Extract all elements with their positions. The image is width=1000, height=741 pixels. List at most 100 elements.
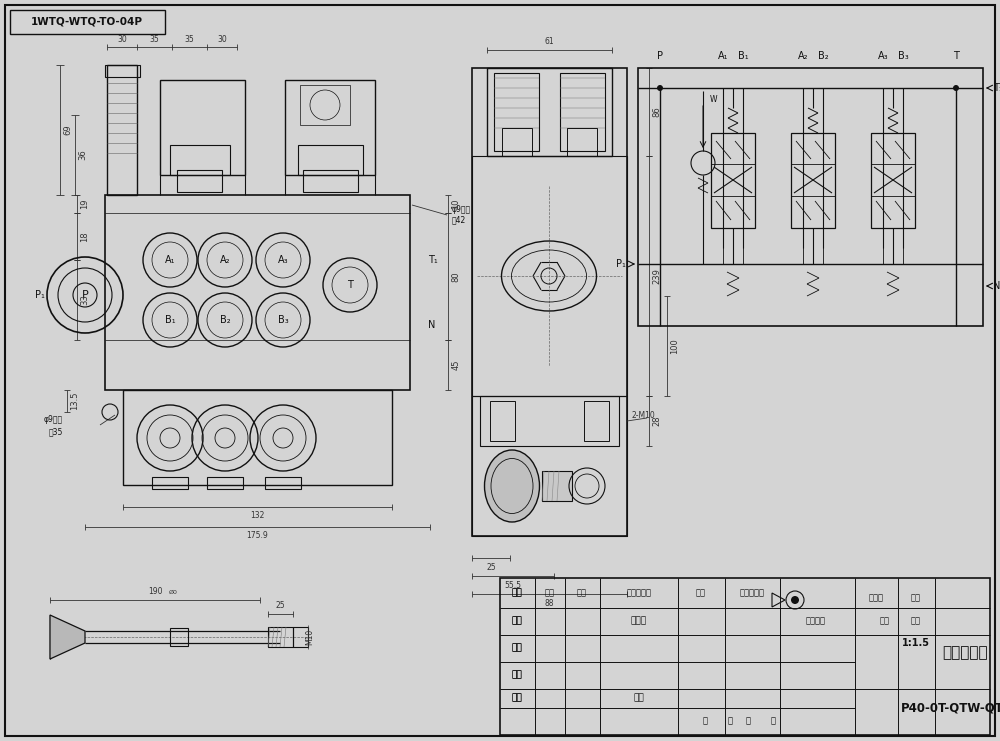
Text: P40-0T-QTW-QTW1: P40-0T-QTW-QTW1 — [901, 702, 1000, 714]
Text: 批准: 批准 — [634, 694, 644, 702]
Text: 比例: 比例 — [911, 617, 921, 625]
Text: 设计: 设计 — [512, 617, 522, 625]
Bar — [490, 401, 515, 441]
Text: 审核: 审核 — [512, 671, 522, 679]
Text: A₁: A₁ — [718, 51, 728, 61]
Text: B₁: B₁ — [738, 51, 748, 61]
Text: T: T — [953, 51, 959, 61]
Text: 239: 239 — [652, 268, 662, 284]
Text: B₂: B₂ — [818, 51, 828, 61]
Text: 共: 共 — [702, 717, 708, 725]
Text: 1:1.5: 1:1.5 — [902, 638, 930, 648]
Text: 19: 19 — [80, 199, 90, 209]
Bar — [502, 128, 532, 156]
Text: 61: 61 — [545, 38, 554, 47]
Text: 更改文件号: 更改文件号 — [626, 588, 652, 597]
Text: 标记: 标记 — [512, 588, 522, 597]
Text: A₁: A₁ — [165, 255, 175, 265]
Text: T₁: T₁ — [428, 255, 438, 265]
Text: 69: 69 — [64, 124, 72, 136]
Text: 35: 35 — [185, 36, 194, 44]
Text: 33: 33 — [80, 295, 90, 305]
Text: N: N — [993, 281, 1000, 291]
Text: 132: 132 — [250, 511, 265, 520]
Text: 28: 28 — [652, 416, 662, 426]
Bar — [105, 65, 140, 77]
Bar — [935, 578, 990, 735]
Text: 工艺: 工艺 — [512, 694, 522, 702]
Text: 第: 第 — [746, 717, 750, 725]
Bar — [293, 627, 308, 647]
Bar — [638, 68, 983, 326]
Text: φ9通孔: φ9通孔 — [44, 416, 63, 425]
Text: B₃: B₃ — [278, 315, 288, 325]
Text: 设计: 设计 — [512, 617, 522, 625]
Text: 2-M10: 2-M10 — [632, 411, 656, 420]
Text: B₁: B₁ — [165, 315, 175, 325]
Bar — [170, 145, 230, 175]
Text: 88: 88 — [544, 599, 554, 608]
Text: 重量: 重量 — [880, 617, 890, 625]
Bar — [472, 156, 627, 396]
Bar — [494, 73, 539, 151]
Text: 175.9: 175.9 — [247, 531, 268, 540]
Bar — [265, 477, 301, 489]
Text: 30: 30 — [217, 36, 227, 44]
Text: 高35: 高35 — [49, 428, 63, 436]
Bar — [871, 133, 915, 228]
Bar — [107, 65, 137, 195]
Bar — [487, 68, 612, 156]
Text: 审核: 审核 — [512, 671, 522, 679]
Text: 30: 30 — [117, 36, 127, 44]
Bar — [480, 396, 619, 446]
Bar — [170, 628, 188, 646]
Text: 年、月、日: 年、月、日 — [740, 588, 765, 597]
Text: 35: 35 — [150, 36, 159, 44]
Text: B₃: B₃ — [898, 51, 908, 61]
Bar — [303, 170, 358, 192]
Circle shape — [953, 85, 959, 91]
Polygon shape — [50, 615, 85, 659]
Text: 18: 18 — [80, 231, 90, 242]
Text: 阶段标记: 阶段标记 — [806, 617, 826, 625]
Text: 标记: 标记 — [512, 588, 522, 597]
Text: Ø0: Ø0 — [169, 590, 177, 594]
Bar — [560, 73, 605, 151]
Bar — [285, 80, 375, 175]
Bar — [300, 85, 350, 125]
Text: M10: M10 — [306, 629, 314, 645]
Bar — [791, 133, 835, 228]
Text: 封: 封 — [770, 717, 776, 725]
Text: φ9通孔: φ9通孔 — [452, 205, 471, 214]
Bar — [567, 128, 597, 156]
Text: A₃: A₃ — [278, 255, 288, 265]
Bar — [542, 471, 572, 501]
Text: 标准化: 标准化 — [631, 617, 647, 625]
Circle shape — [791, 596, 799, 604]
Bar — [207, 477, 243, 489]
Text: 25: 25 — [486, 562, 496, 571]
Text: A₂: A₂ — [798, 51, 808, 61]
Text: 工艺: 工艺 — [512, 694, 522, 702]
Ellipse shape — [484, 450, 540, 522]
Text: A₃: A₃ — [878, 51, 888, 61]
Text: A₂: A₂ — [220, 255, 230, 265]
Text: T₁: T₁ — [993, 83, 1000, 93]
Text: 版本号: 版本号 — [868, 594, 884, 602]
Text: 100: 100 — [670, 338, 680, 354]
Text: B₂: B₂ — [220, 315, 230, 325]
Bar — [160, 80, 245, 175]
Text: T: T — [347, 280, 353, 290]
Bar — [152, 477, 188, 489]
Text: 封: 封 — [728, 717, 732, 725]
Bar — [584, 401, 609, 441]
Text: 25: 25 — [275, 602, 285, 611]
Text: 处数: 处数 — [545, 588, 555, 597]
Text: 校对: 校对 — [512, 643, 522, 653]
Circle shape — [657, 85, 663, 91]
Bar — [472, 396, 627, 536]
Text: W: W — [709, 96, 717, 104]
Text: 分区: 分区 — [577, 588, 587, 597]
Text: 36: 36 — [78, 150, 88, 160]
Text: 类型: 类型 — [911, 594, 921, 602]
